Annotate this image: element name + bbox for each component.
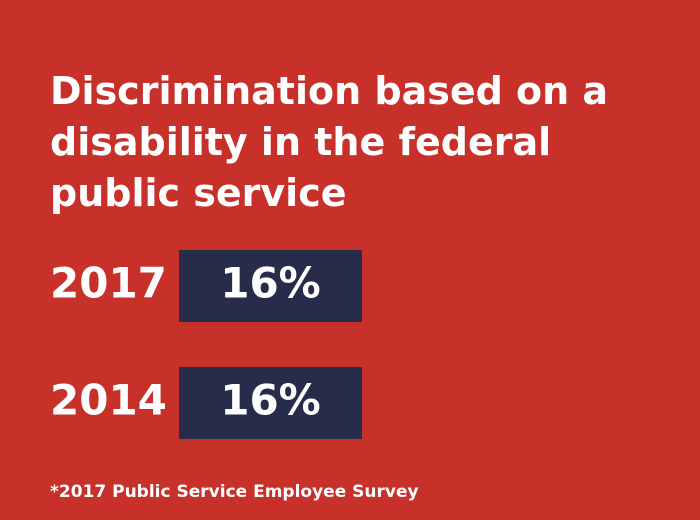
bar-value-label-2014: 16% [220, 376, 321, 425]
chart-title: Discrimination based on a disability in … [50, 66, 650, 219]
title-line-3: public service [50, 171, 347, 215]
category-label-2014: 2014 [50, 376, 167, 425]
source-footnote: *2017 Public Service Employee Survey [50, 482, 419, 502]
bar-2017 [179, 250, 362, 322]
bar-2014 [179, 367, 362, 439]
category-label-2017: 2017 [50, 259, 167, 308]
bar-value-label-2017: 16% [220, 259, 321, 308]
title-line-2: disability in the federal [50, 120, 552, 164]
title-line-1: Discrimination based on a [50, 69, 609, 113]
